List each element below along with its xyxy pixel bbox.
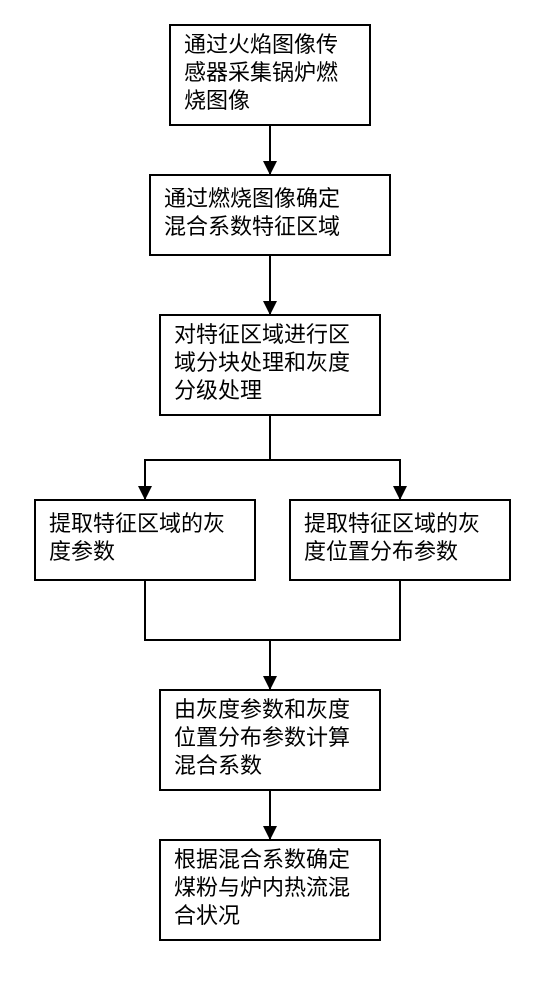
node-text-line: 分级处理 [174, 378, 262, 403]
flowchart-canvas: 通过火焰图像传感器采集锅炉燃烧图像通过燃烧图像确定混合系数特征区域对特征区域进行… [0, 0, 542, 1000]
node-text-line: 对特征区域进行区 [174, 322, 350, 347]
node-text-line: 由灰度参数和灰度 [174, 697, 350, 722]
flow-node-n7: 根据混合系数确定煤粉与炉内热流混合状况 [160, 840, 380, 940]
node-text-line: 域分块处理和灰度 [174, 350, 350, 375]
edge-line [145, 580, 270, 690]
arrow-head-icon [263, 826, 277, 840]
node-text-line: 位置分布参数计算 [174, 725, 350, 750]
arrow-head-icon [263, 161, 277, 175]
node-text-line: 提取特征区域的灰 [304, 511, 480, 536]
arrow-head-icon [138, 486, 152, 500]
arrow-head-icon [393, 486, 407, 500]
node-text-line: 感器采集锅炉燃 [184, 60, 338, 85]
edge-line [270, 415, 400, 500]
node-text-line: 烧图像 [184, 88, 250, 113]
node-text-line: 提取特征区域的灰 [49, 511, 225, 536]
node-text-line: 煤粉与炉内热流混 [174, 875, 350, 900]
node-text-line: 通过火焰图像传 [184, 32, 338, 57]
flow-node-n4: 提取特征区域的灰度参数 [35, 500, 255, 580]
edge-line [270, 580, 400, 690]
flow-node-n5: 提取特征区域的灰度位置分布参数 [290, 500, 510, 580]
node-text-line: 混合系数 [174, 753, 262, 778]
node-text-line: 通过燃烧图像确定 [164, 186, 340, 211]
node-text-line: 混合系数特征区域 [164, 214, 340, 239]
flow-node-n3: 对特征区域进行区域分块处理和灰度分级处理 [160, 315, 380, 415]
flow-node-n1: 通过火焰图像传感器采集锅炉燃烧图像 [170, 25, 370, 125]
node-text-line: 合状况 [174, 903, 240, 928]
flow-node-n6: 由灰度参数和灰度位置分布参数计算混合系数 [160, 690, 380, 790]
arrow-head-icon [263, 301, 277, 315]
node-text-line: 度位置分布参数 [304, 539, 458, 564]
flow-node-n2: 通过燃烧图像确定混合系数特征区域 [150, 175, 390, 255]
edge-line [145, 415, 270, 500]
node-text-line: 根据混合系数确定 [174, 847, 350, 872]
node-text-line: 度参数 [49, 539, 115, 564]
